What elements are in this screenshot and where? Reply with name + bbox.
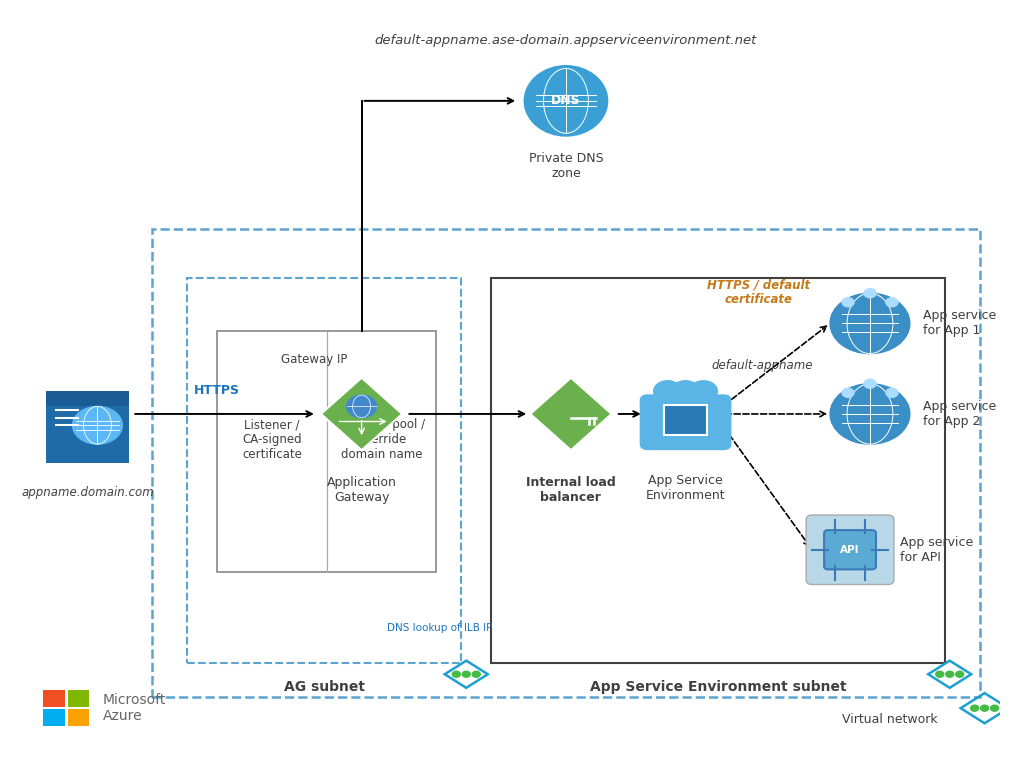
Circle shape xyxy=(886,388,898,397)
Circle shape xyxy=(453,671,460,677)
Text: App service
for API: App service for API xyxy=(900,536,973,564)
Circle shape xyxy=(956,671,963,677)
Bar xyxy=(664,405,707,435)
Bar xyxy=(491,278,945,663)
Bar xyxy=(68,690,89,707)
Text: HTTPS: HTTPS xyxy=(194,385,241,397)
FancyBboxPatch shape xyxy=(806,515,894,584)
FancyBboxPatch shape xyxy=(46,391,129,463)
Circle shape xyxy=(936,671,944,677)
Text: DNS lookup of ILB IP: DNS lookup of ILB IP xyxy=(387,622,492,633)
Text: Private DNS
zone: Private DNS zone xyxy=(529,152,603,180)
Circle shape xyxy=(864,379,876,388)
Circle shape xyxy=(946,671,954,677)
Ellipse shape xyxy=(524,65,608,137)
Text: default-appname.ase-domain.appserviceenvironment.net: default-appname.ase-domain.appserviceenv… xyxy=(375,34,757,47)
Circle shape xyxy=(970,705,978,711)
Bar xyxy=(68,709,89,726)
Text: Microsoft
Azure: Microsoft Azure xyxy=(103,693,165,724)
Text: Internal load
balancer: Internal load balancer xyxy=(526,476,616,504)
Circle shape xyxy=(472,671,480,677)
Circle shape xyxy=(830,384,909,444)
Circle shape xyxy=(864,289,876,298)
Circle shape xyxy=(886,298,898,307)
Circle shape xyxy=(842,388,854,397)
Text: default-appname: default-appname xyxy=(712,359,813,372)
Circle shape xyxy=(689,381,718,402)
Text: App Service Environment subnet: App Service Environment subnet xyxy=(590,679,847,694)
Text: Listener /
CA-signed
certificate: Listener / CA-signed certificate xyxy=(242,418,301,461)
Polygon shape xyxy=(530,378,612,450)
Circle shape xyxy=(980,705,989,711)
Bar xyxy=(43,690,65,707)
Circle shape xyxy=(672,381,699,402)
Circle shape xyxy=(347,395,377,418)
Text: Application
Gateway: Application Gateway xyxy=(327,476,397,504)
Text: appname.domain.com: appname.domain.com xyxy=(21,486,154,499)
Text: App service
for App 2: App service for App 2 xyxy=(923,400,996,428)
Bar xyxy=(152,229,979,697)
Bar xyxy=(187,278,461,663)
Circle shape xyxy=(462,671,470,677)
Bar xyxy=(46,391,129,407)
Circle shape xyxy=(842,298,854,307)
Text: Backend pool /
override
domain name: Backend pool / override domain name xyxy=(338,418,425,461)
Text: API: API xyxy=(840,545,860,555)
Text: Virtual network: Virtual network xyxy=(842,714,938,727)
Circle shape xyxy=(830,293,909,353)
Text: HTTPS / default
certificate: HTTPS / default certificate xyxy=(706,278,810,306)
Text: App Service
Environment: App Service Environment xyxy=(646,474,726,502)
Circle shape xyxy=(72,407,123,444)
Text: AG subnet: AG subnet xyxy=(284,679,364,694)
FancyBboxPatch shape xyxy=(639,394,732,450)
Text: DNS: DNS xyxy=(551,94,581,107)
Text: App service
for App 1: App service for App 1 xyxy=(923,309,996,337)
FancyBboxPatch shape xyxy=(824,530,876,569)
Bar xyxy=(43,709,65,726)
Text: Gateway IP: Gateway IP xyxy=(280,353,347,366)
Circle shape xyxy=(991,705,999,711)
Polygon shape xyxy=(321,378,402,450)
Circle shape xyxy=(654,381,682,402)
Bar xyxy=(217,331,436,572)
